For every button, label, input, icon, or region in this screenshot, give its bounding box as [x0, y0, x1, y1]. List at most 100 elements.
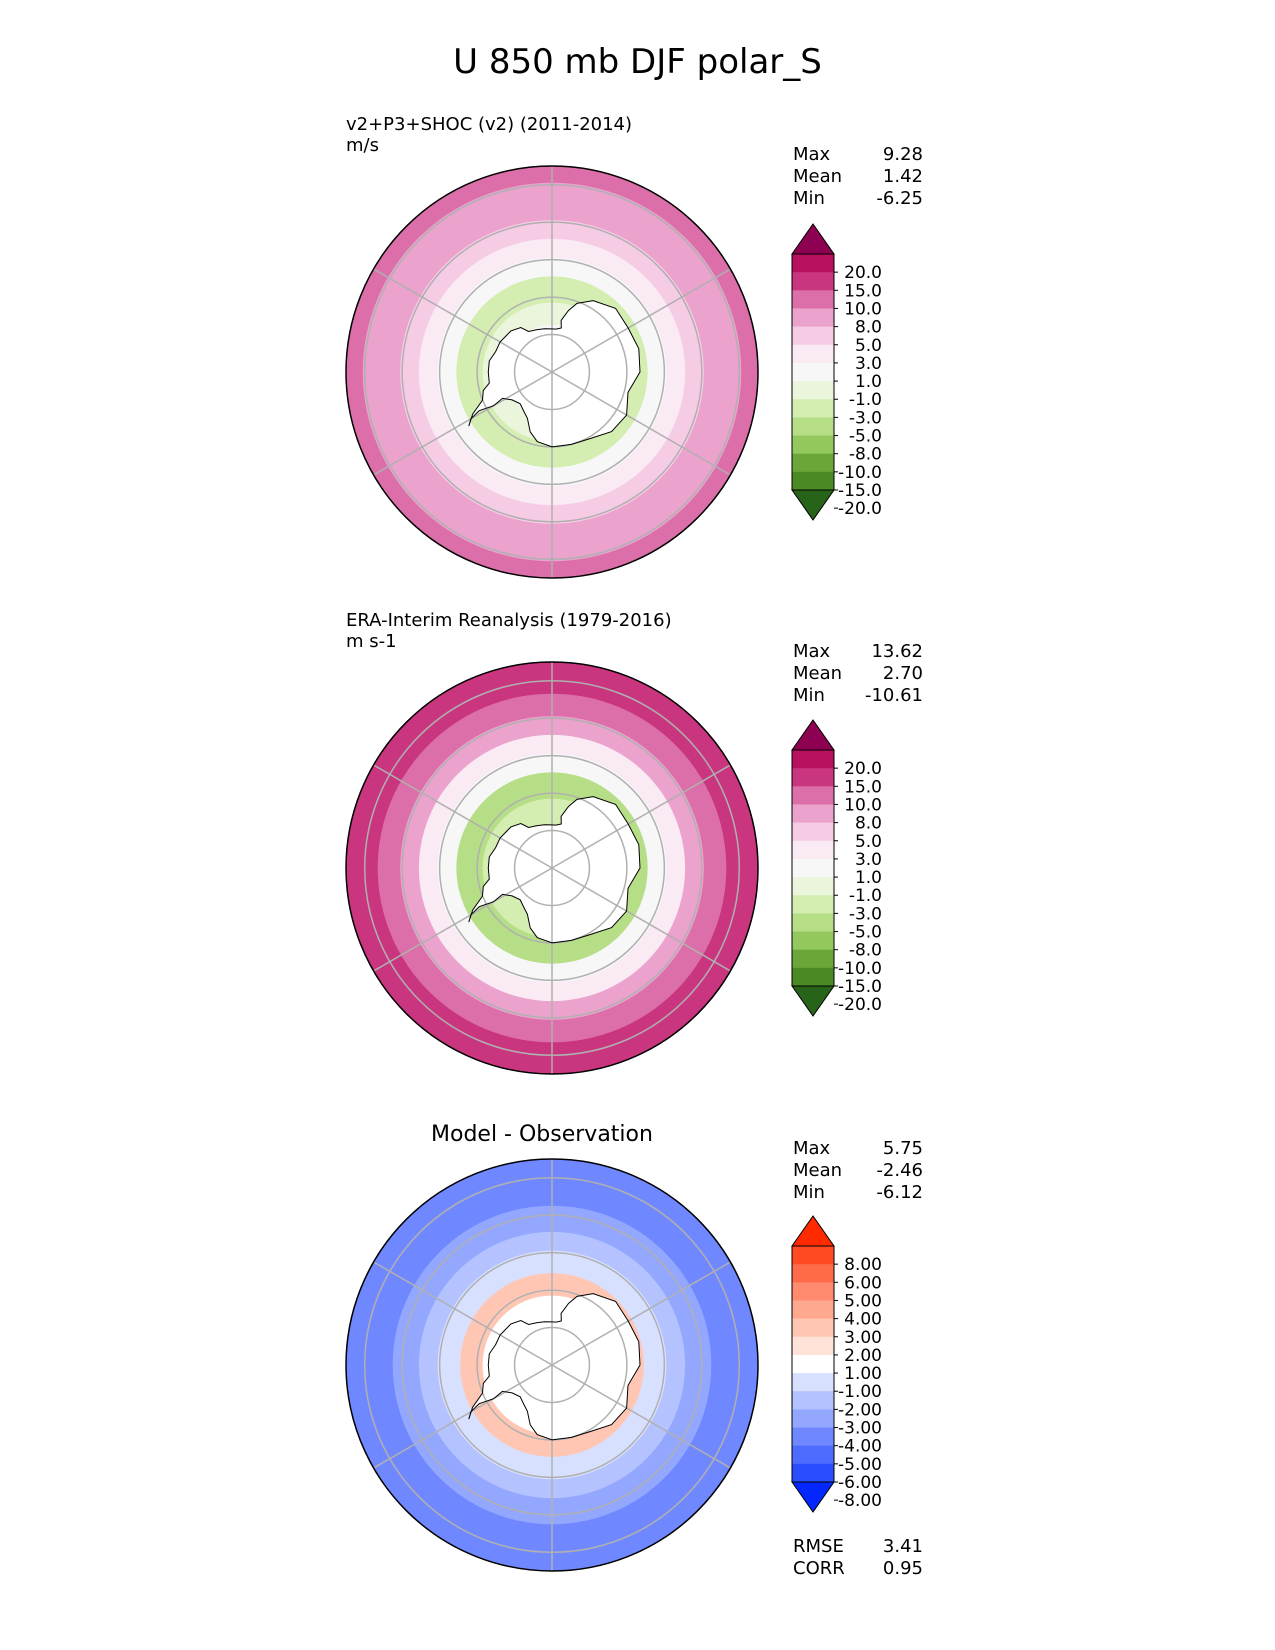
stat-rmse: RMSE 3.41 — [793, 1536, 923, 1557]
colorbar-tick-label: 8.0 — [855, 814, 882, 834]
stat-min: Min -6.12 — [793, 1182, 923, 1203]
colorbar-tick-label: 15.0 — [844, 777, 882, 797]
colorbar-tick-label: -8.0 — [849, 941, 882, 961]
panel-3-colorbar: 8.006.005.004.003.002.001.00-1.00-2.00-3… — [791, 1215, 882, 1513]
panel-3-error-stats: RMSE 3.41 CORR 0.95 — [793, 1536, 923, 1580]
colorbar-tick-label: -3.00 — [838, 1419, 882, 1439]
stat-mean: Mean 1.42 — [793, 166, 923, 187]
colorbar-extend-max — [791, 223, 835, 255]
coastline — [468, 300, 641, 448]
panel-1-title: v2+P3+SHOC (v2) (2011-2014) — [346, 114, 633, 135]
colorbar-tick-label: 8.0 — [855, 318, 882, 338]
stat-max: Max 5.75 — [793, 1138, 923, 1159]
stat-max: Max 13.62 — [793, 641, 923, 662]
colorbar-segment — [792, 822, 834, 842]
panel-2-colorbar: 20.015.010.08.05.03.01.0-1.0-3.0-5.0-8.0… — [791, 719, 882, 1017]
colorbar-segment — [792, 1445, 834, 1465]
colorbar-tick-label: -5.0 — [849, 923, 882, 943]
stat-min: Min -6.25 — [793, 188, 923, 209]
colorbar-extend-min — [791, 985, 835, 1017]
colorbar-segment — [792, 453, 834, 473]
colorbar-tick-label: 5.0 — [855, 336, 882, 356]
colorbar-segment — [792, 417, 834, 437]
colorbar-segment — [792, 895, 834, 914]
colorbar-extend-min — [791, 489, 835, 521]
colorbar-segment — [792, 1318, 834, 1338]
colorbar-tick-label: 3.0 — [855, 850, 882, 870]
colorbar-tick-label: -5.00 — [838, 1455, 882, 1475]
panel-3-stats: Max 5.75 Mean -2.46 Min -6.12 — [793, 1138, 923, 1204]
colorbar-segment — [792, 877, 834, 896]
colorbar-tick-label: 20.0 — [844, 263, 882, 283]
colorbar-tick-label: -3.0 — [849, 904, 882, 924]
colorbar-segment — [792, 290, 834, 309]
stat-mean: Mean -2.46 — [793, 1160, 923, 1181]
colorbar-segment — [792, 1336, 834, 1356]
colorbar-segment — [792, 326, 834, 346]
colorbar-tick-label: 10.0 — [844, 795, 882, 815]
colorbar-segment — [792, 1427, 834, 1447]
colorbar-segment — [792, 1282, 834, 1301]
colorbar-segment — [792, 471, 834, 491]
panel-1-stats: Max 9.28 Mean 1.42 Min -6.25 — [793, 144, 923, 210]
colorbar-segment — [792, 1354, 834, 1374]
map-boundary — [345, 1158, 759, 1572]
colorbar-tick-label: -4.00 — [838, 1437, 882, 1457]
panel-2-stats: Max 13.62 Mean 2.70 Min -10.61 — [793, 641, 923, 707]
graticule — [346, 166, 758, 578]
colorbar-extend-max — [791, 1215, 835, 1247]
colorbar-tick-label: -10.0 — [838, 463, 882, 483]
panel-2-units: m s-1 — [346, 631, 397, 652]
panel-3-title: Model - Observation — [431, 1122, 653, 1147]
colorbar-tick-label: -1.0 — [849, 886, 882, 906]
colorbar-segment — [792, 913, 834, 933]
colorbar-extend-max — [791, 719, 835, 751]
colorbar-tick-label: 3.0 — [855, 354, 882, 374]
colorbar-segment — [792, 381, 834, 400]
colorbar-segment — [792, 344, 834, 364]
panel-2-polar-map — [345, 661, 759, 1075]
colorbar-segment — [792, 1373, 834, 1392]
colorbar-segment — [792, 1300, 834, 1320]
graticule — [346, 662, 758, 1074]
colorbar-tick-label: 20.0 — [844, 759, 882, 779]
map-boundary — [345, 661, 759, 1075]
colorbar-segment — [792, 1409, 834, 1429]
colorbar-tick-label: 4.00 — [844, 1310, 882, 1330]
colorbar-segment — [792, 768, 834, 787]
colorbar-tick-label: -1.00 — [838, 1382, 882, 1402]
colorbar-tick-label: 3.00 — [844, 1328, 882, 1348]
stat-mean: Mean 2.70 — [793, 663, 923, 684]
colorbar-segment — [792, 931, 834, 951]
colorbar-segment — [792, 272, 834, 291]
panel-1-units: m/s — [346, 135, 379, 156]
colorbar-tick-label: -15.0 — [838, 481, 882, 501]
colorbar-tick-label: -1.0 — [849, 390, 882, 410]
colorbar-tick-label: -8.0 — [849, 445, 882, 465]
colorbar-segment — [792, 967, 834, 987]
panel-2-title: ERA-Interim Reanalysis (1979-2016) — [346, 610, 672, 631]
colorbar-segment — [792, 1463, 834, 1483]
colorbar-segment — [792, 750, 834, 769]
colorbar-segment — [792, 840, 834, 860]
colorbar-segment — [792, 308, 834, 328]
colorbar-tick-label: 15.0 — [844, 281, 882, 301]
colorbar-tick-label: 2.00 — [844, 1346, 882, 1366]
stat-max: Max 9.28 — [793, 144, 923, 165]
coastline — [468, 1293, 641, 1441]
colorbar-tick-label: -3.0 — [849, 408, 882, 428]
colorbar-tick-label: 1.00 — [844, 1364, 882, 1384]
panel-3-polar-map — [345, 1158, 759, 1572]
colorbar-segment — [792, 254, 834, 273]
coastline — [468, 796, 641, 944]
stat-corr: CORR 0.95 — [793, 1558, 923, 1579]
colorbar-tick-label: 6.00 — [844, 1273, 882, 1293]
colorbar-segment — [792, 399, 834, 418]
panel-1-polar-map — [345, 165, 759, 579]
colorbar-tick-label: -15.0 — [838, 977, 882, 997]
colorbar-segment — [792, 786, 834, 805]
colorbar-tick-label: 5.00 — [844, 1291, 882, 1311]
colorbar-tick-label: -20.0 — [838, 995, 882, 1015]
colorbar-tick-label: -8.00 — [838, 1491, 882, 1511]
colorbar-tick-label: 5.0 — [855, 832, 882, 852]
